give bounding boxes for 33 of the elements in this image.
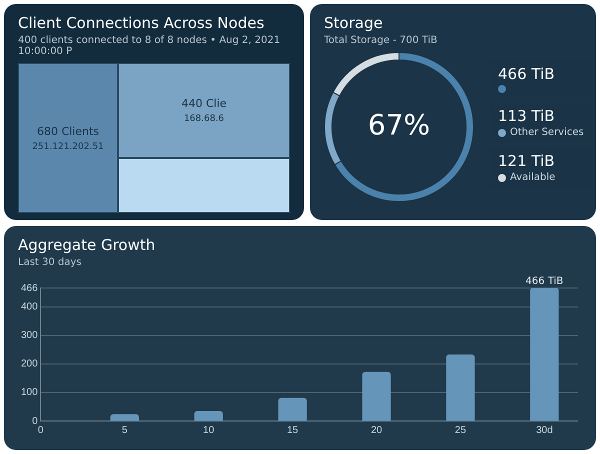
chart-title: Storage xyxy=(324,14,384,32)
bar xyxy=(530,288,559,421)
y-tick-label: 466 xyxy=(20,282,38,294)
x-tick-label: 5 xyxy=(122,424,128,436)
legend-label: Other Services xyxy=(510,127,584,138)
text: 67% xyxy=(368,108,430,142)
data-label: 466 TiB xyxy=(526,276,564,287)
y-tick-label: 400 xyxy=(20,302,38,313)
bar xyxy=(278,398,307,421)
text: Client Connections Across Nodes xyxy=(18,14,266,32)
data-label: 121 TiB xyxy=(498,152,556,170)
text: 400 clients connected to 8 of 8 nodes • Aug 2, 2021 10:00:00 P xyxy=(18,35,282,57)
bar xyxy=(110,414,139,421)
data-label: 113 TiB xyxy=(498,107,556,125)
x-tick-label: 25 xyxy=(454,424,466,436)
bar xyxy=(194,410,223,421)
treemap-tile: 680 Clients 251.121.202.51 xyxy=(18,63,118,213)
chart-subtitle: Last 30 days xyxy=(18,257,83,268)
y-tick-label: 300 xyxy=(20,330,38,342)
legend-label: Available xyxy=(510,172,556,183)
treemap-tile: 440 Clie 168.68.6 xyxy=(118,63,290,158)
data-label: 466 TiB xyxy=(498,65,556,83)
bar xyxy=(362,372,391,421)
chart-subtitle: Total Storage - 700 TiB xyxy=(324,35,438,46)
y-tick-label: 0 xyxy=(32,416,38,427)
y-tick-label: 200 xyxy=(20,358,38,370)
x-tick-label: 15 xyxy=(286,424,299,436)
x-tick-label: 10 xyxy=(203,424,215,436)
bar xyxy=(446,354,475,421)
y-tick-label: 100 xyxy=(20,387,38,398)
chart-title: Aggregate Growth xyxy=(18,236,156,254)
x-tick-label: 20 xyxy=(370,424,383,436)
x-tick-label: 30d xyxy=(536,424,553,436)
